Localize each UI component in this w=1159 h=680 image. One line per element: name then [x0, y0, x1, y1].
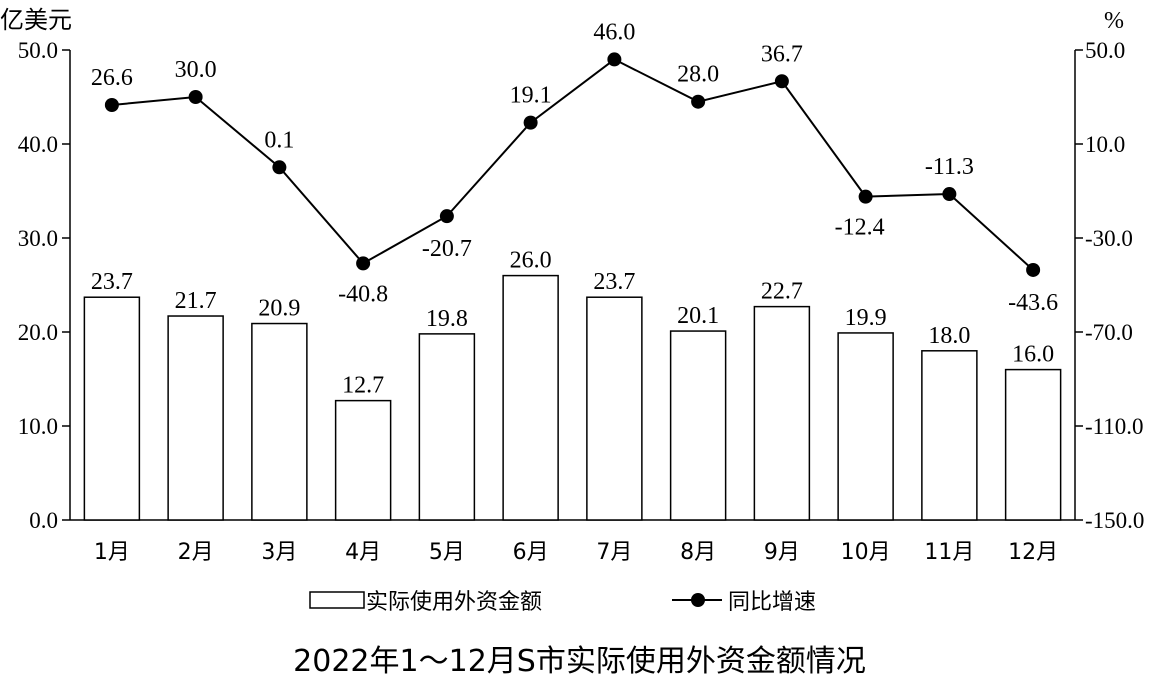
x-tick-label: 1月: [94, 540, 130, 565]
right-axis-tick-label: -70.0: [1085, 320, 1133, 345]
bar: [753, 305, 811, 521]
bar-value-label: 16.0: [1012, 342, 1054, 368]
x-tick-label: 3月: [261, 540, 297, 565]
line-value-label: -43.6: [1008, 290, 1058, 316]
bar: [251, 322, 308, 521]
line-value-label: -11.3: [925, 154, 974, 180]
line-value-label: 0.1: [264, 127, 294, 153]
line-value-label: 28.0: [677, 62, 719, 88]
line-value-label: 30.0: [175, 57, 217, 83]
growth-point: [104, 97, 119, 112]
x-tick-label: 2月: [178, 540, 214, 565]
x-tick-label: 6月: [513, 540, 549, 565]
data-labels: 23.7 21.7 20.9 12.7 19.8 26.0 23.7 20.1 22.7 19.9…: [91, 19, 1058, 398]
line-value-label: 26.6: [91, 65, 133, 91]
bar-value-label: 19.9: [845, 305, 887, 331]
growth-point: [942, 187, 957, 202]
bar-value-label: 23.7: [91, 269, 133, 295]
bar: [669, 330, 727, 521]
bar-value-label: 18.0: [928, 323, 970, 349]
x-tick-label: 4月: [345, 540, 381, 565]
bar-value-label: 12.7: [342, 373, 384, 399]
growth-point: [774, 74, 789, 89]
legend-line-marker: [691, 593, 705, 607]
bar: [586, 296, 643, 521]
line-value-label: -40.8: [338, 281, 388, 307]
axes: 0.0 10.0 20.0 30.0 40.0 50.0 -150.0 -110.0 -70.0…: [0, 6, 1144, 565]
bar: [921, 350, 978, 521]
line-value-label: 46.0: [593, 19, 635, 45]
line-series: [104, 52, 1041, 277]
left-axis-unit: 亿美元: [0, 6, 72, 34]
right-axis-tick-label: -110.0: [1085, 414, 1144, 439]
line-value-label: -20.7: [422, 236, 472, 262]
growth-point: [188, 90, 203, 104]
bar-value-label: 21.7: [175, 288, 217, 314]
bar-value-label: 22.7: [761, 279, 803, 305]
x-tick-label: 12月: [1008, 540, 1058, 565]
growth-point: [523, 115, 538, 130]
bar-value-label: 19.8: [426, 306, 468, 332]
x-tick-label: 5月: [429, 540, 465, 565]
growth-line: [111, 58, 1034, 271]
right-axis-tick-label: -30.0: [1085, 226, 1133, 251]
left-axis-tick-label: 0.0: [29, 508, 58, 533]
x-tick-label: 8月: [680, 540, 716, 565]
growth-point: [439, 209, 454, 224]
legend-bar-swatch: [309, 591, 365, 609]
bar: [418, 333, 476, 521]
legend-line-label: 同比增速: [728, 590, 816, 615]
bar: [1004, 368, 1062, 521]
x-tick-label: 7月: [596, 540, 632, 565]
line-value-label: 19.1: [510, 83, 552, 109]
bar-value-label: 26.0: [510, 248, 552, 274]
bar-series: [83, 274, 1062, 521]
bar: [502, 274, 559, 521]
right-axis-tick-label: 10.0: [1085, 132, 1125, 157]
right-axis-tick-label: 50.0: [1085, 38, 1125, 63]
left-axis-tick-label: 30.0: [18, 226, 58, 251]
growth-point: [858, 189, 873, 204]
right-axis-unit: %: [1104, 8, 1124, 34]
x-tick-label: 11月: [924, 540, 974, 565]
right-axis-tick-label: -150.0: [1085, 508, 1144, 533]
chart-title: 2022年1～12月S市实际使用外资金额情况: [293, 644, 866, 679]
x-tick-label: 9月: [764, 540, 800, 565]
bar: [334, 399, 392, 521]
growth-point: [272, 160, 287, 175]
bar-value-label: 23.7: [593, 269, 635, 295]
left-axis-tick-label: 50.0: [18, 38, 58, 63]
line-value-label: -12.4: [835, 215, 885, 241]
left-axis-tick-label: 20.0: [18, 320, 58, 345]
left-axis-tick-label: 40.0: [18, 132, 58, 157]
bar: [167, 315, 224, 521]
legend: 实际使用外资金额 同比增速: [309, 590, 816, 615]
x-tick-label: 10月: [841, 540, 891, 565]
legend-bar-label: 实际使用外资金额: [366, 590, 542, 615]
bar-value-label: 20.9: [258, 296, 300, 322]
growth-point: [607, 52, 622, 67]
growth-point: [691, 94, 706, 109]
bar: [83, 296, 141, 521]
growth-point: [356, 256, 371, 271]
left-axis-tick-label: 10.0: [18, 414, 58, 439]
growth-point: [1026, 262, 1041, 277]
bar: [837, 332, 894, 521]
line-value-label: 36.7: [761, 41, 803, 67]
bar-value-label: 20.1: [677, 303, 719, 329]
